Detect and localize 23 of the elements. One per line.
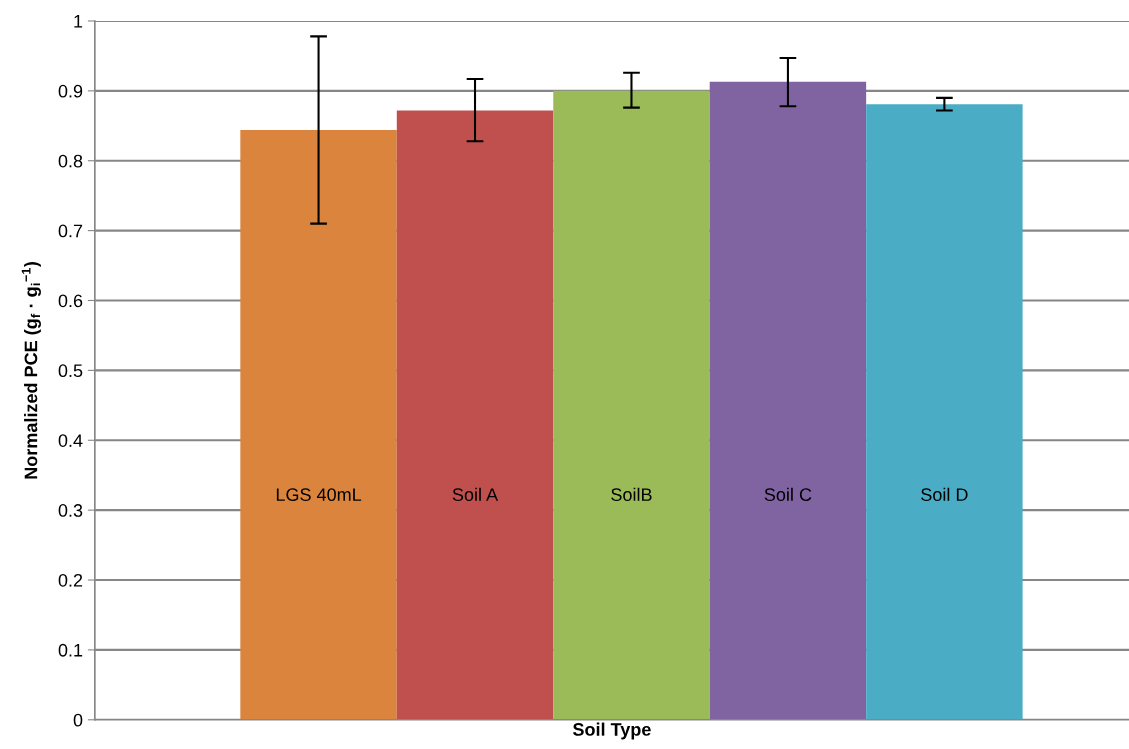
y-tick-label: 0.6 bbox=[58, 294, 83, 308]
x-axis-title: Soil Type bbox=[572, 722, 651, 740]
y-tick-label: 0.7 bbox=[58, 224, 83, 238]
y-tick-label: 0.8 bbox=[58, 154, 83, 168]
y-tick-label: 0.2 bbox=[58, 573, 83, 587]
bar bbox=[553, 90, 710, 720]
bar bbox=[396, 110, 554, 720]
x-tick-label: SoilB bbox=[611, 487, 652, 502]
bar bbox=[866, 104, 1023, 720]
y-tick-label: 1 bbox=[74, 15, 83, 28]
bar bbox=[709, 81, 867, 720]
x-tick-label: Soil C bbox=[764, 487, 812, 502]
y-tick-label: 0.3 bbox=[58, 504, 83, 517]
x-tick-label: Soil D bbox=[921, 487, 968, 502]
y-tick-label: 0.1 bbox=[58, 643, 83, 657]
y-tick-label: 0.4 bbox=[58, 434, 83, 447]
x-tick-label: Soil A bbox=[452, 487, 499, 502]
y-tick-label: 0.5 bbox=[58, 364, 83, 378]
bar bbox=[240, 129, 397, 720]
x-tick-label: LGS 40mL bbox=[276, 488, 362, 502]
y-tick-label: 0.9 bbox=[58, 84, 83, 98]
y-axis-title: Normalized PCE (g$_{f}$ · g$_{i}$$^{−1}$) bbox=[21, 262, 41, 479]
y-tick-label: 0 bbox=[73, 713, 83, 727]
